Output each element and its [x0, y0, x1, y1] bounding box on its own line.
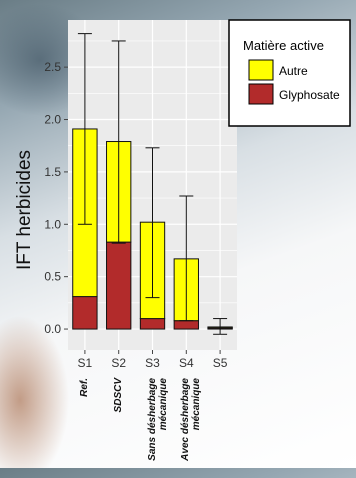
y-tick-label: 1.0 [44, 217, 61, 231]
x-axis-ticks: S1 S2 S3 S4 S5 [78, 350, 228, 370]
x-tick-label: S4 [179, 356, 194, 370]
y-axis-label: IFT herbicides [14, 150, 35, 270]
legend-swatch-autre [248, 59, 274, 81]
legend-swatch-glyphosate [248, 83, 274, 105]
category-note: Ref. [78, 378, 90, 397]
category-note: Sans désherbage mécanique [146, 378, 169, 461]
category-note: SDSCV [112, 378, 124, 413]
y-tick-label: 2.5 [44, 60, 61, 74]
y-tick-label: 0.5 [44, 270, 61, 284]
bar-s1-glyphosate [72, 296, 98, 330]
legend-label-glyphosate: Glyphosate [279, 88, 340, 102]
x-tick-label: S5 [213, 356, 228, 370]
y-tick-label: 0.0 [44, 322, 61, 336]
legend-label-autre: Autre [279, 64, 308, 78]
bar-s3-glyphosate [139, 318, 166, 330]
y-tick-label: 1.5 [44, 165, 61, 179]
x-tick-label: S2 [111, 356, 126, 370]
bar-chart: 0.0 0.5 1.0 1.5 2.0 2.5 S1 S2 S3 S4 S5 IFT herbic… [14, 19, 351, 370]
bar-s4-glyphosate [173, 320, 199, 330]
x-tick-label: S1 [78, 356, 93, 370]
error-bars [77, 33, 228, 335]
x-tick-label: S3 [145, 356, 160, 370]
bar-s2-glyphosate [106, 241, 132, 330]
y-axis-ticks: 0.0 0.5 1.0 1.5 2.0 2.5 [44, 60, 68, 336]
category-note: Avec désherbage mécanique [180, 378, 203, 461]
legend: Matière active Autre Glyphosate [228, 19, 351, 127]
legend-title: Matière active [243, 38, 324, 53]
y-tick-label: 2.0 [44, 113, 61, 127]
